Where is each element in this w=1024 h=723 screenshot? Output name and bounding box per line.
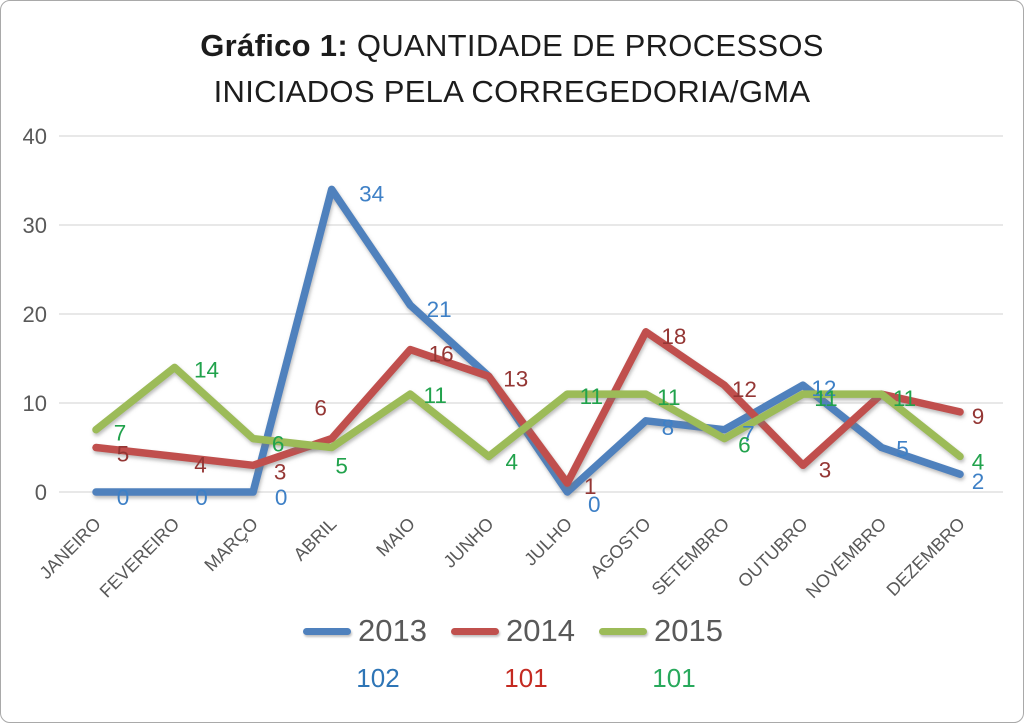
- y-axis-label-0: 0: [35, 480, 47, 505]
- y-axis-label-40: 40: [23, 124, 47, 149]
- legend-label-2015: 2015: [654, 613, 723, 648]
- legend-swatch-2015: [599, 627, 647, 635]
- x-axis-label-10: NOVEMBRO: [802, 514, 890, 602]
- data-label-2014-1: 4: [194, 452, 207, 477]
- total-2015: 101: [652, 663, 696, 693]
- data-label-2013-6: 0: [588, 492, 601, 517]
- series-line-2013: [92, 185, 964, 496]
- total-2014: 101: [504, 663, 548, 693]
- chart-title-prefix: Gráfico 1:: [200, 28, 348, 63]
- series-line-2015: [92, 363, 964, 461]
- series-totals: 102 101 101: [317, 663, 735, 694]
- chart-title: Gráfico 1: QUANTIDADE DE PROCESSOS INICI…: [1, 23, 1023, 115]
- data-label-2015-7: 11: [657, 385, 680, 410]
- data-label-2013-7: 8: [662, 415, 675, 440]
- data-label-2015-6: 11: [580, 384, 603, 409]
- data-label-2013-11: 2: [972, 469, 985, 494]
- data-label-2013-3: 34: [359, 181, 384, 206]
- data-label-2013-8: 7: [742, 422, 755, 447]
- total-2013: 102: [356, 663, 400, 693]
- chart-title-line2: INICIADOS PELA CORREGEDORIA/GMA: [213, 73, 811, 109]
- y-axis-label-10: 10: [23, 391, 47, 416]
- legend-swatch-2014: [451, 627, 499, 635]
- x-axis-label-11: DEZEMBRO: [883, 514, 969, 600]
- data-label-2014-2: 3: [274, 459, 287, 484]
- x-axis-label-5: JUNHO: [440, 514, 498, 572]
- data-label-2015-9: 11: [814, 386, 837, 411]
- data-label-2014-6: 1: [584, 474, 597, 499]
- data-label-2013-1: 0: [195, 485, 208, 510]
- legend-label-2013: 2013: [358, 613, 427, 648]
- y-axis-label-30: 30: [23, 213, 47, 238]
- data-label-2015-1: 14: [194, 357, 219, 382]
- data-label-2013-9: 12: [811, 376, 836, 401]
- legend-item-2014: 2014: [451, 613, 575, 649]
- data-label-2015-2: 6: [272, 432, 285, 457]
- data-label-2014-8: 12: [732, 377, 757, 402]
- x-axis-label-2: MARÇO: [200, 514, 262, 576]
- legend-swatch-2013: [303, 627, 351, 635]
- data-label-2014-0: 5: [117, 442, 130, 467]
- data-label-2015-10: 11: [893, 386, 916, 411]
- data-label-2013-2: 0: [275, 485, 288, 510]
- data-label-2015-8: 6: [738, 433, 751, 458]
- data-label-2015-11: 4: [972, 449, 985, 474]
- legend-item-2013: 2013: [303, 613, 427, 649]
- chart-legend: 2013 2014 2015: [1, 613, 1023, 649]
- data-label-2014-5: 13: [503, 366, 528, 391]
- data-label-2014-9: 3: [819, 457, 832, 482]
- x-axis-label-3: ABRIL: [290, 514, 341, 565]
- data-label-2015-5: 4: [505, 449, 518, 474]
- data-label-2013-10: 5: [896, 437, 909, 462]
- x-axis-label-7: AGOSTO: [586, 514, 654, 582]
- x-axis-label-6: JULHO: [520, 514, 576, 570]
- data-label-2013-4: 21: [427, 297, 452, 322]
- legend-item-2015: 2015: [599, 613, 723, 649]
- x-axis-label-0: JANEIRO: [36, 514, 105, 583]
- data-label-2014-4: 16: [429, 342, 454, 367]
- x-axis-label-1: FEVEREIRO: [96, 514, 184, 602]
- chart-title-line1: Gráfico 1: QUANTIDADE DE PROCESSOS: [1, 23, 1023, 69]
- data-label-2015-0: 7: [114, 421, 127, 446]
- data-label-2015-3: 5: [335, 454, 348, 479]
- data-label-2014-7: 18: [661, 324, 686, 349]
- data-label-2013-0: 0: [117, 485, 130, 510]
- y-axis-label-20: 20: [23, 302, 47, 327]
- data-label-2014-3: 6: [314, 396, 327, 421]
- data-label-2014-11: 9: [972, 404, 985, 429]
- legend-label-2014: 2014: [506, 613, 575, 648]
- x-axis-label-4: MAIO: [372, 514, 419, 561]
- x-axis-label-9: OUTUBRO: [734, 514, 812, 592]
- x-axis-label-8: SETEMBRO: [648, 514, 734, 600]
- chart-title-text: QUANTIDADE DE PROCESSOS: [356, 28, 824, 63]
- data-label-2015-4: 11: [424, 383, 447, 408]
